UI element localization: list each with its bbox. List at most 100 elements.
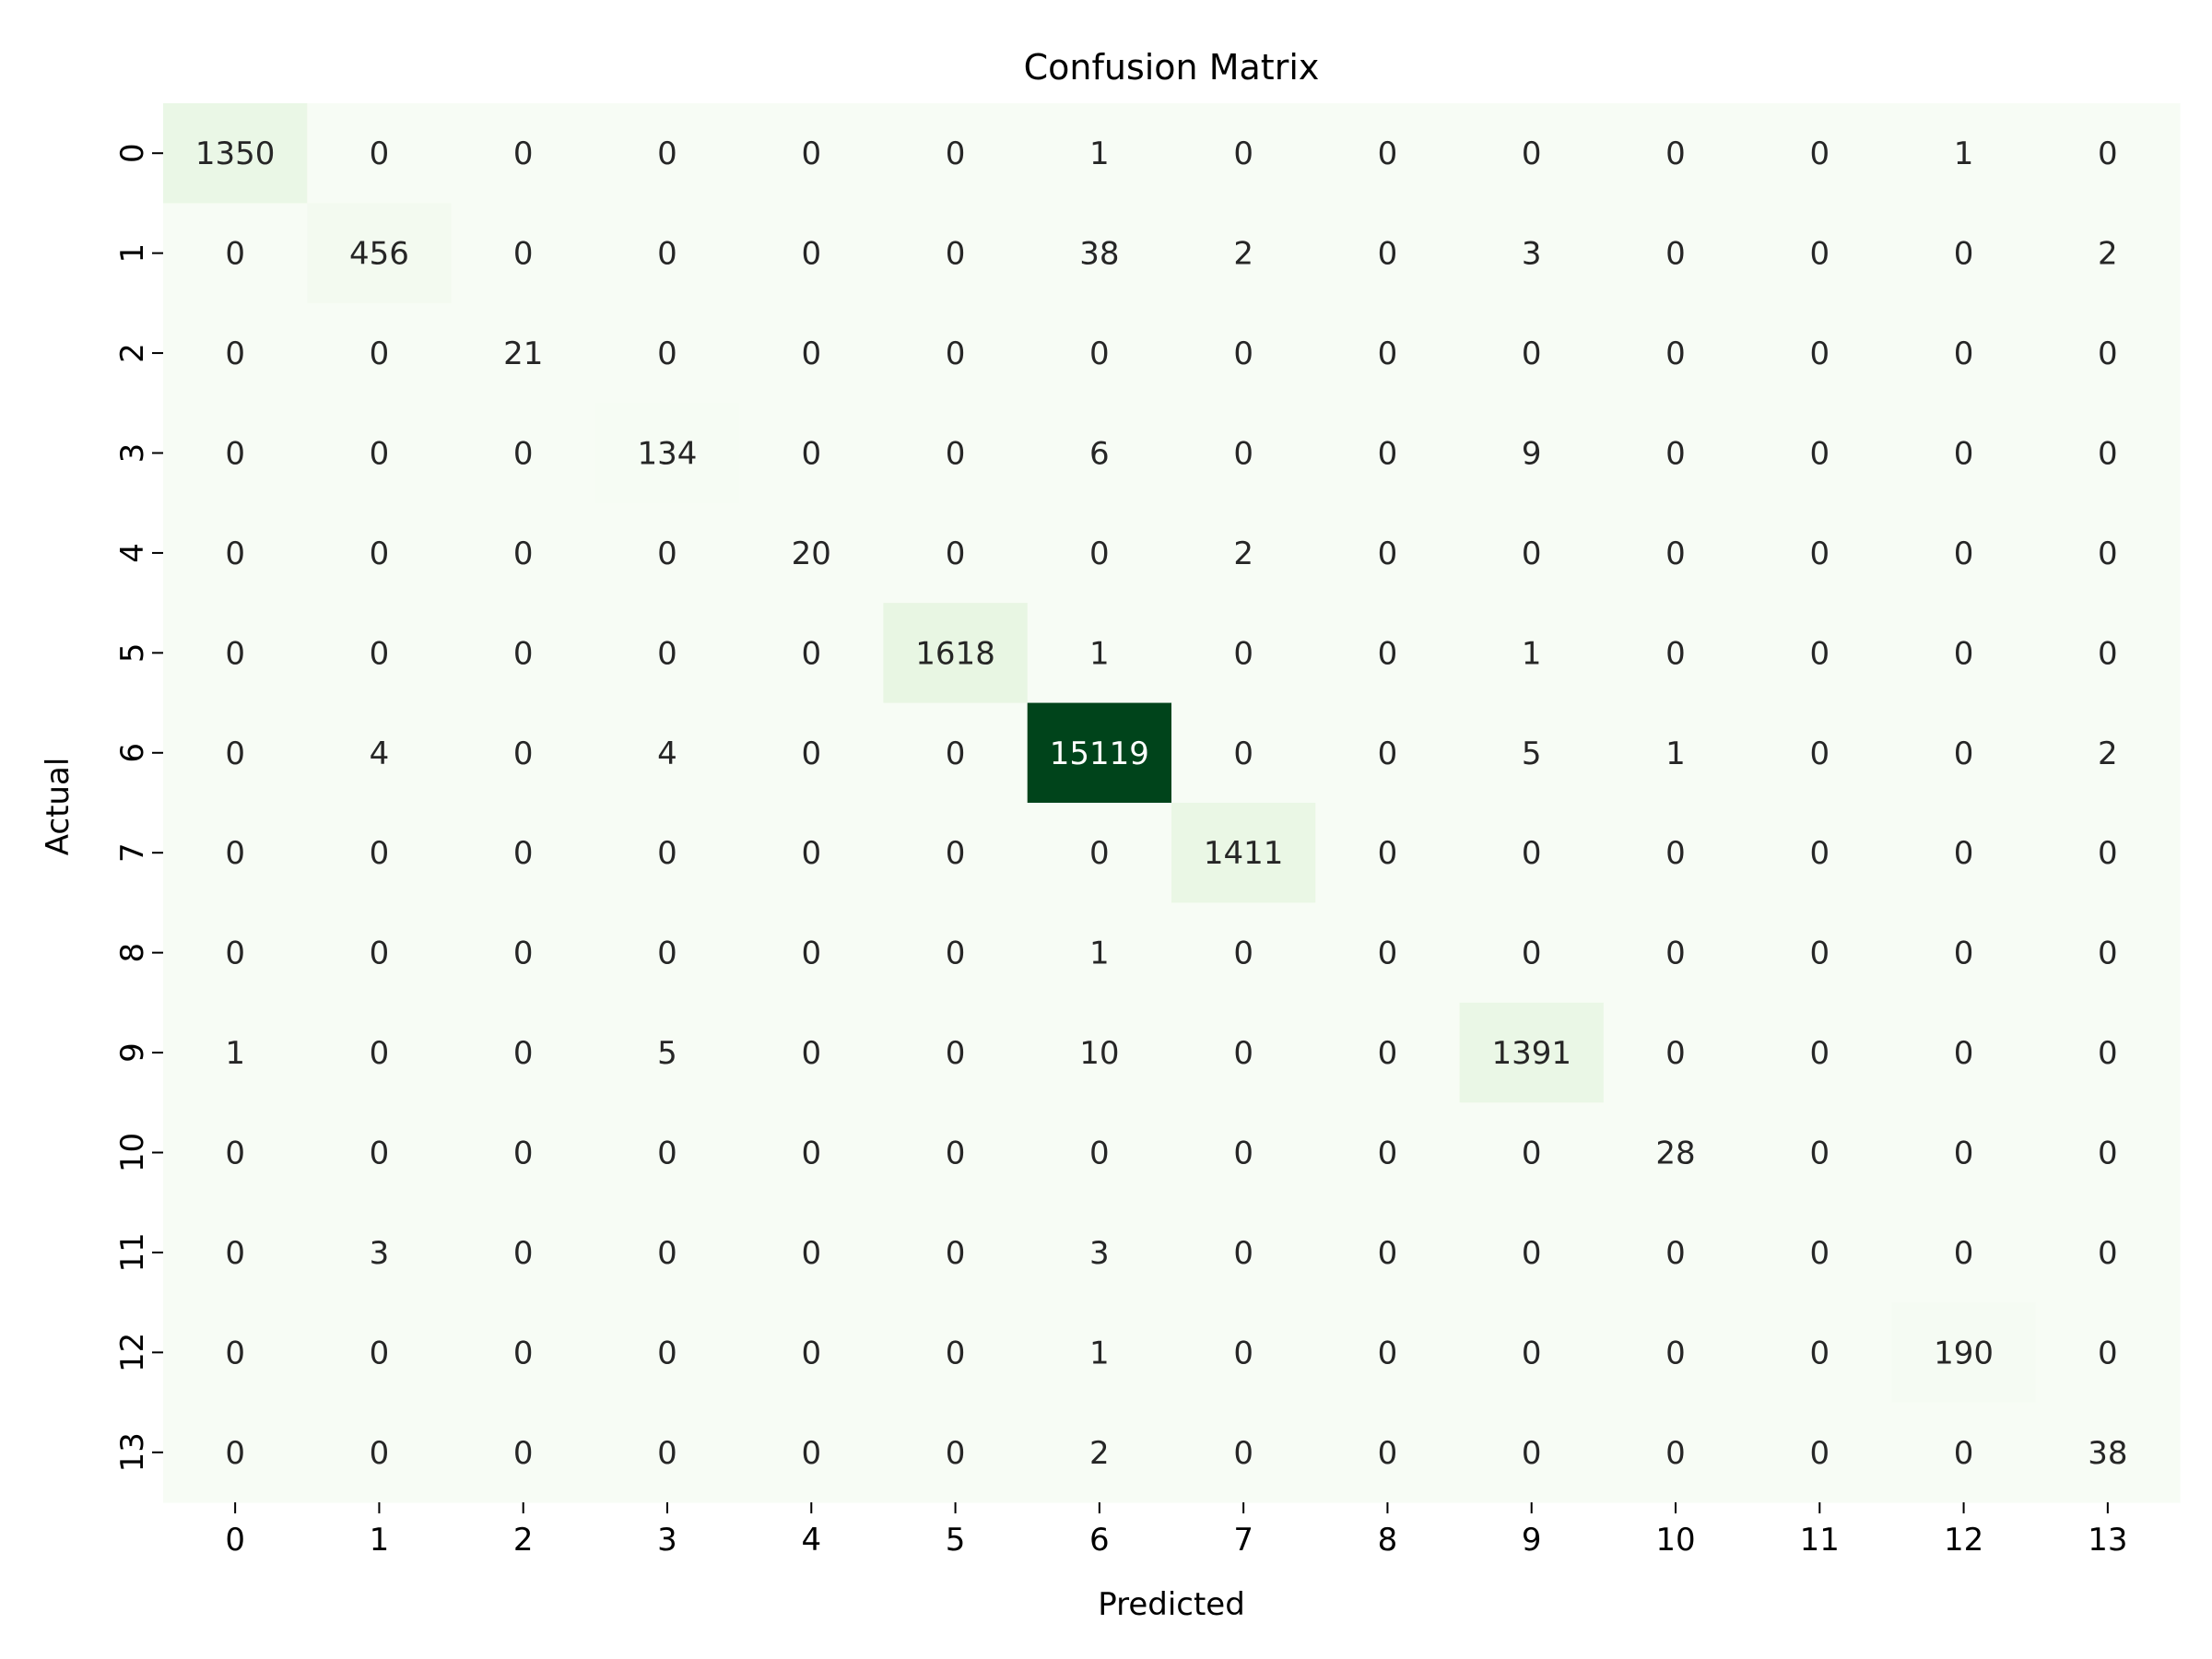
heatmap-cell <box>1171 902 1316 1004</box>
heatmap-cell <box>163 502 308 604</box>
cell-value-label: 1 <box>1089 935 1110 972</box>
heatmap-cell <box>1171 803 1316 904</box>
cell-value-label: 0 <box>1378 835 1398 872</box>
cell-value-label: 1 <box>1665 735 1686 772</box>
cell-value-label: 4 <box>657 735 677 772</box>
x-tick-label: 12 <box>1944 1522 1983 1559</box>
cell-value-label: 0 <box>946 1335 966 1371</box>
heatmap-cell <box>451 403 596 504</box>
cell-value-label: 2 <box>1233 236 1253 273</box>
cell-value-label: 0 <box>1809 335 1830 372</box>
cell-value-label: 0 <box>1809 135 1830 172</box>
cell-value-label: 0 <box>801 1235 821 1272</box>
heatmap-cell <box>1171 103 1316 205</box>
heatmap-cell <box>1891 1002 2037 1103</box>
heatmap-cell <box>1315 603 1461 704</box>
heatmap-cell <box>883 1102 1029 1204</box>
cell-value-label: 0 <box>1809 1435 1830 1472</box>
heatmap-cell <box>1747 1402 1893 1503</box>
heatmap-cell <box>1459 803 1605 904</box>
heatmap-cell <box>1171 203 1316 304</box>
heatmap-cell <box>1747 403 1893 504</box>
heatmap-cell <box>2035 1402 2181 1503</box>
heatmap-cell <box>1171 1402 1316 1503</box>
cell-value-label: 0 <box>801 935 821 972</box>
cell-value-label: 0 <box>1233 635 1253 672</box>
heatmap-cell <box>883 1002 1029 1103</box>
cell-value-label: 0 <box>1954 1235 1974 1272</box>
cell-value-label: 0 <box>801 835 821 872</box>
cell-value-label: 0 <box>801 135 821 172</box>
cell-value-label: 0 <box>1809 535 1830 572</box>
cell-value-label: 4 <box>370 735 390 772</box>
x-tick-label: 10 <box>1655 1522 1695 1559</box>
cell-value-label: 0 <box>225 1135 245 1172</box>
heatmap-cell <box>594 403 740 504</box>
heatmap-cell <box>1891 603 2037 704</box>
cell-value-label: 0 <box>1954 535 1974 572</box>
cell-value-label: 0 <box>1954 1035 1974 1072</box>
heatmap-cell <box>1315 403 1461 504</box>
cell-value-label: 0 <box>1954 1435 1974 1472</box>
cell-value-label: 0 <box>946 335 966 372</box>
cell-value-label: 0 <box>657 1335 677 1371</box>
cell-value-label: 0 <box>946 236 966 273</box>
heatmap-cell <box>2035 1302 2181 1404</box>
cell-value-label: 0 <box>1378 1035 1398 1072</box>
heatmap-cell <box>1027 1102 1172 1204</box>
heatmap-cell <box>1027 803 1172 904</box>
heatmap-cell <box>1603 1002 1748 1103</box>
heatmap-cell <box>451 603 596 704</box>
cell-value-label: 0 <box>513 1435 534 1472</box>
heatmap-cell <box>1747 302 1893 404</box>
cell-value-label: 0 <box>513 1135 534 1172</box>
heatmap-cell <box>1603 603 1748 704</box>
heatmap-cell <box>1315 803 1461 904</box>
heatmap-cell <box>1027 203 1172 304</box>
heatmap-cell <box>594 1002 740 1103</box>
cell-value-label: 0 <box>370 935 390 972</box>
cell-value-label: 0 <box>1665 935 1686 972</box>
cell-value-label: 0 <box>225 835 245 872</box>
heatmap-cell <box>1747 103 1893 205</box>
cell-value-label: 0 <box>657 1135 677 1172</box>
heatmap-cell <box>1027 603 1172 704</box>
heatmap-cell <box>307 902 453 1004</box>
heatmap-cell <box>739 302 885 404</box>
cell-value-label: 0 <box>801 1335 821 1371</box>
cell-value-label: 0 <box>1809 1035 1830 1072</box>
heatmap-cell <box>307 502 453 604</box>
cell-value-label: 0 <box>801 236 821 273</box>
heatmap-cell <box>163 302 308 404</box>
heatmap-cell <box>1027 1302 1172 1404</box>
cell-value-label: 0 <box>1809 436 1830 473</box>
heatmap-cell <box>307 702 453 804</box>
heatmap-cell <box>451 103 596 205</box>
cell-value-label: 3 <box>1089 1235 1110 1272</box>
heatmap-cell <box>1171 603 1316 704</box>
cell-value-label: 1350 <box>195 135 276 172</box>
cell-value-label: 1 <box>1089 635 1110 672</box>
heatmap-cell <box>1027 502 1172 604</box>
cell-value-label: 0 <box>1522 1335 1542 1371</box>
cell-value-label: 0 <box>2098 835 2118 872</box>
heatmap-cell <box>1891 103 2037 205</box>
heatmap-cell <box>1171 302 1316 404</box>
heatmap-cell <box>1027 103 1172 205</box>
heatmap-cell <box>1459 702 1605 804</box>
cell-value-label: 0 <box>657 135 677 172</box>
heatmap-cell <box>307 1102 453 1204</box>
heatmap-cell <box>163 702 308 804</box>
cell-value-label: 0 <box>370 635 390 672</box>
cell-value-label: 0 <box>801 1035 821 1072</box>
cell-value-label: 0 <box>657 335 677 372</box>
heatmap-cell <box>307 302 453 404</box>
heatmap-cell <box>451 902 596 1004</box>
cell-value-label: 0 <box>657 835 677 872</box>
cell-value-label: 0 <box>946 135 966 172</box>
cell-value-label: 0 <box>801 735 821 772</box>
cell-value-label: 0 <box>370 1435 390 1472</box>
cell-value-label: 0 <box>946 1035 966 1072</box>
y-tick-label: 9 <box>114 1042 151 1063</box>
cell-value-label: 0 <box>1809 1235 1830 1272</box>
